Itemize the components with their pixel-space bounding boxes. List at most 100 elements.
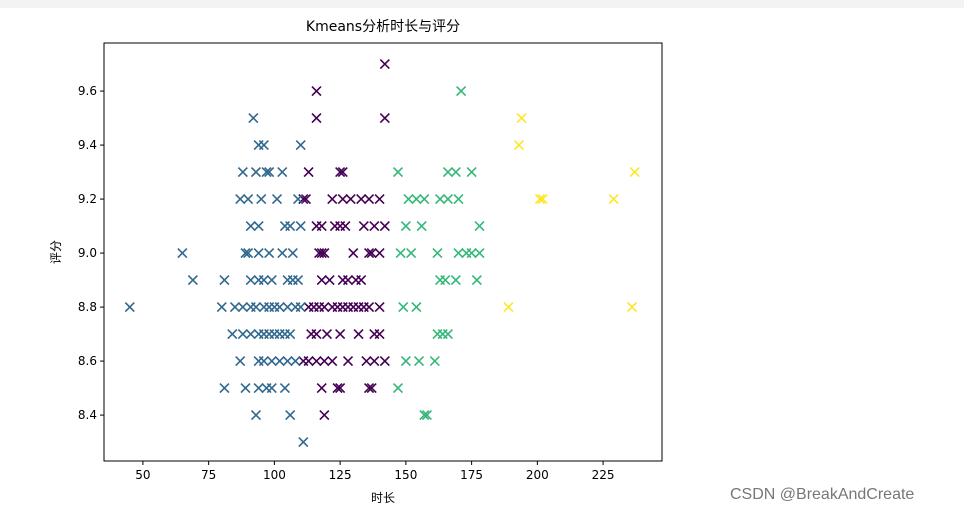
- point: [434, 194, 446, 205]
- point: [227, 329, 238, 340]
- point: [345, 194, 356, 205]
- y-axis-label: 评分: [49, 240, 63, 264]
- point: [219, 275, 230, 286]
- top-bar: [0, 0, 964, 8]
- point: [429, 356, 440, 367]
- point: [311, 113, 322, 124]
- point: [316, 383, 327, 394]
- point: [292, 275, 304, 286]
- point: [356, 275, 367, 286]
- x-tick-label: 175: [460, 468, 483, 482]
- y-tick-label: 9.0: [78, 246, 97, 260]
- point: [608, 194, 619, 205]
- y-tick-label: 9.6: [78, 84, 97, 98]
- point: [285, 221, 296, 232]
- point: [374, 302, 385, 313]
- point: [285, 329, 296, 340]
- point: [392, 383, 404, 394]
- point: [245, 221, 256, 232]
- point: [363, 383, 375, 394]
- point: [256, 194, 267, 205]
- point: [300, 194, 312, 205]
- point: [250, 410, 262, 421]
- point: [413, 356, 425, 367]
- point: [264, 167, 275, 178]
- point: [626, 302, 638, 313]
- point: [235, 194, 246, 205]
- point: [629, 167, 640, 178]
- point: [466, 248, 477, 259]
- point: [534, 194, 546, 205]
- point: [187, 275, 198, 286]
- point: [337, 167, 348, 178]
- point: [358, 221, 369, 232]
- point: [290, 356, 301, 367]
- point: [421, 410, 432, 421]
- point: [277, 167, 288, 178]
- point: [277, 248, 288, 259]
- point: [392, 167, 404, 178]
- x-tick-label: 150: [394, 468, 417, 482]
- point: [316, 248, 327, 259]
- point: [374, 194, 385, 205]
- point: [369, 356, 380, 367]
- point: [419, 410, 430, 421]
- point: [266, 275, 277, 286]
- point: [374, 329, 385, 340]
- point: [245, 329, 256, 340]
- point: [321, 329, 333, 340]
- point: [264, 248, 275, 259]
- x-tick-label: 100: [263, 468, 286, 482]
- point: [353, 329, 364, 340]
- x-axis-label: 时长: [371, 491, 395, 505]
- point: [216, 302, 227, 313]
- point: [248, 113, 259, 124]
- point: [516, 113, 527, 124]
- x-tick-label: 50: [135, 468, 150, 482]
- point: [258, 275, 269, 286]
- point: [379, 58, 390, 70]
- point: [335, 329, 346, 340]
- point: [219, 383, 230, 394]
- point: [303, 356, 314, 367]
- point: [403, 194, 414, 205]
- point: [266, 383, 277, 394]
- point: [342, 275, 354, 286]
- y-tick-label: 8.4: [78, 408, 97, 422]
- point: [279, 383, 290, 394]
- point: [411, 302, 422, 313]
- point: [348, 248, 359, 259]
- point: [379, 356, 390, 367]
- point: [324, 275, 335, 286]
- point: [342, 356, 354, 367]
- point: [240, 383, 251, 394]
- point: [400, 356, 411, 367]
- point: [450, 275, 461, 286]
- point: [513, 140, 525, 151]
- point: [319, 356, 330, 367]
- point: [356, 194, 367, 205]
- point: [474, 248, 485, 259]
- point: [261, 167, 272, 178]
- point: [316, 275, 327, 286]
- point: [319, 410, 330, 421]
- point: [250, 167, 262, 178]
- y-tick-label: 8.6: [78, 354, 97, 368]
- point: [471, 275, 482, 286]
- point: [319, 302, 330, 313]
- point: [335, 167, 346, 178]
- point: [411, 194, 422, 205]
- point: [295, 221, 306, 232]
- point: [327, 194, 338, 205]
- point: [369, 221, 380, 232]
- point: [537, 194, 548, 205]
- point: [442, 329, 454, 340]
- point: [237, 167, 248, 178]
- point: [366, 248, 377, 259]
- point: [379, 221, 390, 232]
- point: [311, 85, 322, 97]
- point: [416, 221, 427, 232]
- point: [235, 356, 246, 367]
- point: [311, 329, 322, 340]
